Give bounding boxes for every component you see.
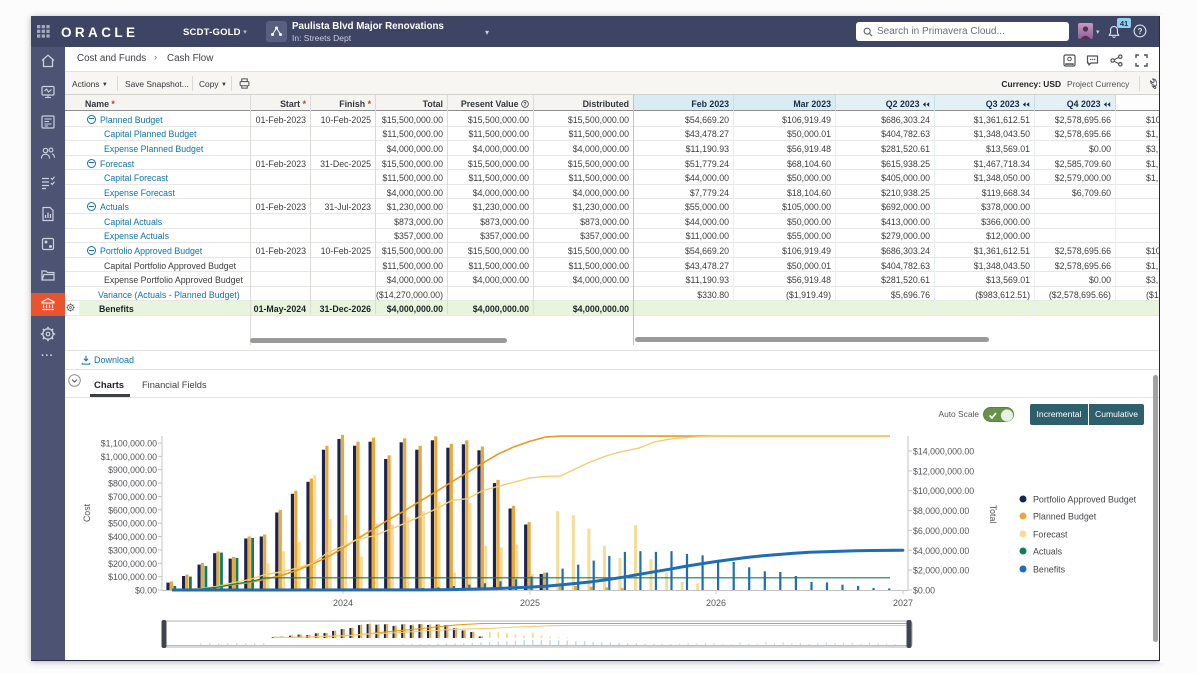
svg-text:?: ? xyxy=(523,102,526,108)
svg-text:?: ? xyxy=(1138,27,1143,36)
